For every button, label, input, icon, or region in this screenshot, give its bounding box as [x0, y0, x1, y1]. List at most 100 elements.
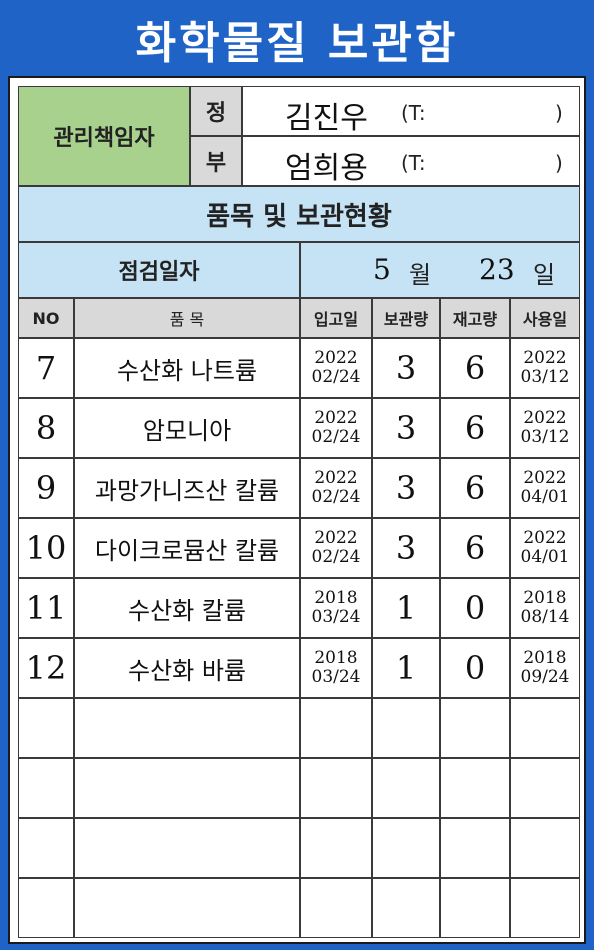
row-date-day: 04/01	[520, 547, 570, 567]
row-cell-item: 다이크로뮴산 칼륨	[74, 518, 300, 578]
row-cell-item: 수산화 나트륨	[74, 338, 300, 398]
row-cell-use	[510, 758, 580, 818]
secondary-tel-close: )	[555, 151, 563, 175]
row-in-date: 2022 02/24	[312, 469, 361, 507]
row-date-year: 2022	[314, 468, 358, 488]
primary-tel-close: )	[555, 101, 563, 125]
row-date-year: 2022	[523, 528, 567, 548]
row-cell-stored: 3	[372, 458, 440, 518]
secondary-manager-cell: 엄희용 (T: )	[242, 136, 580, 186]
row-stored: 3	[395, 529, 417, 567]
title-bar: 화학물질 보관함	[0, 0, 594, 78]
row-use-date: 2018 09/24	[521, 649, 570, 687]
row-no: 11	[25, 589, 67, 627]
row-use-date: 2022 03/12	[521, 409, 570, 447]
section-title-cell: 품목 및 보관현황	[18, 186, 580, 242]
primary-role-cell: 정	[190, 86, 242, 136]
row-cell-stored: 1	[372, 578, 440, 638]
row-date-year: 2018	[523, 648, 567, 668]
row-date-day: 08/14	[520, 607, 570, 627]
row-date-year: 2022	[523, 408, 567, 428]
row-stock: 6	[464, 349, 486, 387]
row-stock: 0	[464, 649, 486, 687]
row-date-day: 02/24	[311, 547, 361, 567]
row-no: 9	[35, 469, 57, 507]
row-date-year: 2022	[314, 528, 358, 548]
row-cell-use	[510, 878, 580, 938]
secondary-tel-label: (T:	[401, 151, 426, 175]
row-date-year: 2022	[523, 468, 567, 488]
row-date-day: 02/24	[311, 487, 361, 507]
primary-manager-cell: 김진우 (T: )	[242, 86, 580, 136]
row-cell-in: 2018 03/24	[300, 578, 372, 638]
row-use-date: 2022 04/01	[521, 529, 570, 567]
manager-label: 관리책임자	[53, 126, 155, 151]
row-in-date: 2022 02/24	[312, 529, 361, 567]
row-date-day: 03/12	[520, 427, 570, 447]
row-date-day: 09/24	[520, 667, 570, 687]
row-cell-in: 2022 02/24	[300, 518, 372, 578]
row-cell-use: 2018 09/24	[510, 638, 580, 698]
row-item-name: 수산화 칼륨	[127, 596, 247, 625]
row-cell-item	[74, 758, 300, 818]
row-item-name: 과망가니즈산 칼륨	[94, 476, 280, 505]
row-cell-stock: 6	[440, 338, 510, 398]
manager-label-cell: 관리책임자	[18, 86, 190, 186]
header-in-date: 입고일	[300, 298, 372, 338]
row-cell-stock: 6	[440, 458, 510, 518]
row-cell-use: 2022 03/12	[510, 338, 580, 398]
row-use-date: 2022 03/12	[521, 349, 570, 387]
row-cell-item	[74, 878, 300, 938]
row-stored: 3	[395, 469, 417, 507]
row-date-day: 02/24	[311, 367, 361, 387]
row-stock: 6	[464, 409, 486, 447]
secondary-role: 부	[205, 151, 227, 176]
row-date-day: 03/24	[311, 607, 361, 627]
row-cell-use: 2018 08/14	[510, 578, 580, 638]
row-cell-stored: 3	[372, 398, 440, 458]
row-cell-no	[18, 878, 74, 938]
row-cell-stock: 6	[440, 398, 510, 458]
row-date-day: 03/12	[520, 367, 570, 387]
row-stored: 3	[395, 409, 417, 447]
row-date-year: 2022	[314, 408, 358, 428]
row-cell-use: 2022 04/01	[510, 518, 580, 578]
row-cell-in: 2018 03/24	[300, 638, 372, 698]
primary-manager-name: 김진우	[285, 101, 368, 136]
inspection-label-cell: 점검일자	[18, 242, 300, 298]
row-cell-use: 2022 04/01	[510, 458, 580, 518]
row-date-year: 2018	[523, 588, 567, 608]
row-date-day: 04/01	[520, 487, 570, 507]
row-cell-stock: 0	[440, 578, 510, 638]
row-stock: 6	[464, 469, 486, 507]
row-cell-stock	[440, 698, 510, 758]
row-cell-stock	[440, 758, 510, 818]
row-cell-item	[74, 698, 300, 758]
row-cell-stored	[372, 818, 440, 878]
row-use-date: 2022 04/01	[521, 469, 570, 507]
row-cell-no	[18, 698, 74, 758]
inspection-month: 5	[373, 253, 391, 286]
header-stock: 재고량	[440, 298, 510, 338]
row-date-year: 2022	[314, 348, 358, 368]
row-cell-no	[18, 758, 74, 818]
row-cell-use	[510, 818, 580, 878]
header-use-date: 사용일	[510, 298, 580, 338]
inspection-label: 점검일자	[118, 260, 200, 285]
row-in-date: 2018 03/24	[312, 649, 361, 687]
inspection-day-unit: 일	[533, 261, 556, 289]
row-cell-item	[74, 818, 300, 878]
row-cell-stored: 1	[372, 638, 440, 698]
row-item-name: 수산화 바륨	[127, 656, 247, 685]
row-cell-in	[300, 878, 372, 938]
row-no: 12	[25, 649, 67, 687]
row-cell-in	[300, 818, 372, 878]
row-cell-item: 수산화 칼륨	[74, 578, 300, 638]
row-cell-no: 10	[18, 518, 74, 578]
row-date-year: 2022	[523, 348, 567, 368]
row-stock: 0	[464, 589, 486, 627]
row-cell-no: 12	[18, 638, 74, 698]
row-item-name: 암모니아	[142, 416, 232, 445]
row-in-date: 2022 02/24	[312, 349, 361, 387]
